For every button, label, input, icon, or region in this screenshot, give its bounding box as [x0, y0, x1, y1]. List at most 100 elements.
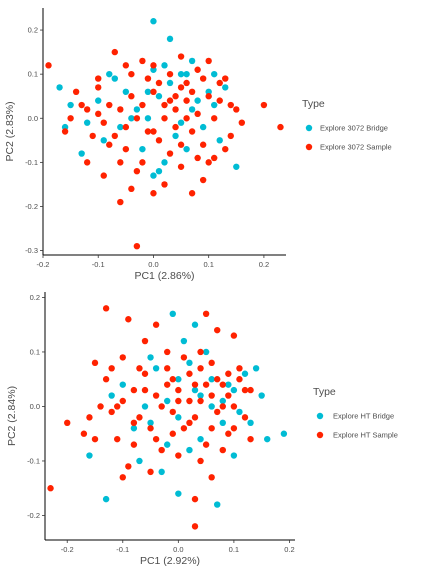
data-point — [199, 176, 207, 184]
data-point — [166, 70, 174, 78]
data-point — [106, 70, 113, 78]
data-point — [100, 172, 107, 179]
data-point — [241, 386, 249, 394]
legend-item[interactable]: Explore 3072 Bridge — [305, 124, 388, 133]
data-point — [139, 145, 146, 153]
data-point — [108, 392, 115, 399]
data-point — [211, 101, 218, 109]
data-point — [188, 57, 196, 65]
data-point — [241, 370, 249, 377]
data-point — [78, 101, 85, 109]
legend-marker — [305, 124, 313, 132]
data-point — [222, 75, 229, 82]
data-point — [111, 132, 118, 140]
data-point — [169, 310, 176, 318]
y-tick-label: 0.1 — [30, 347, 40, 356]
data-point — [233, 163, 240, 170]
data-point — [219, 381, 226, 388]
data-point — [150, 62, 157, 69]
data-point — [211, 70, 218, 78]
data-point — [202, 348, 210, 356]
data-point — [247, 419, 254, 427]
data-point — [95, 84, 102, 91]
data-point — [222, 84, 229, 91]
data-point — [230, 425, 238, 432]
x-axis-title: PC1 (2.92%) — [140, 555, 200, 567]
data-point — [86, 414, 93, 421]
data-point — [169, 376, 176, 383]
data-point — [188, 190, 196, 197]
x-tick-label: 0.0 — [148, 260, 158, 269]
data-point — [95, 110, 102, 118]
data-point — [117, 159, 124, 166]
data-point — [247, 386, 254, 394]
data-point — [227, 101, 234, 109]
data-point — [205, 159, 212, 166]
data-point — [95, 97, 102, 104]
data-point — [172, 123, 179, 131]
data-point — [241, 414, 249, 421]
data-point — [186, 397, 193, 405]
data-point — [128, 115, 135, 122]
data-point — [164, 441, 171, 448]
data-point — [186, 370, 193, 377]
x-axis-title: PC1 (2.86%) — [134, 270, 194, 282]
data-point — [180, 354, 188, 361]
data-point — [186, 419, 193, 427]
data-point — [225, 370, 232, 377]
data-point — [258, 392, 265, 399]
data-point — [144, 88, 152, 96]
data-point — [230, 403, 238, 410]
legend-item[interactable]: Explore 3072 Sample — [305, 143, 392, 152]
data-point — [188, 88, 196, 96]
data-point — [147, 425, 154, 432]
series-sample — [45, 48, 284, 250]
data-point — [230, 386, 238, 394]
data-point — [161, 115, 168, 122]
data-point — [119, 381, 126, 388]
data-point — [150, 172, 157, 179]
legend-marker — [316, 431, 324, 439]
data-point — [205, 88, 212, 96]
data-point — [100, 119, 107, 126]
data-point — [147, 354, 154, 361]
data-point — [152, 321, 160, 328]
y-tick-label: -0.2 — [27, 511, 40, 520]
legend-item[interactable]: Explore HT Bridge — [316, 412, 394, 421]
data-point — [155, 167, 163, 175]
data-point — [216, 137, 223, 144]
data-point — [230, 332, 238, 339]
data-point — [214, 408, 221, 416]
data-point — [214, 501, 221, 508]
data-point — [191, 381, 199, 388]
data-point — [197, 435, 204, 443]
legend-item[interactable]: Explore HT Sample — [316, 431, 398, 440]
data-point — [194, 154, 201, 162]
data-point — [202, 441, 210, 448]
data-point — [141, 370, 149, 377]
data-point — [225, 381, 232, 388]
legend-label: Explore 3072 Bridge — [320, 124, 388, 133]
data-point — [122, 123, 130, 131]
data-point — [122, 145, 130, 153]
y-tick-label: 0.2 — [28, 26, 38, 35]
data-point — [61, 123, 69, 131]
data-point — [264, 435, 271, 443]
data-point — [199, 141, 207, 148]
data-point — [166, 97, 174, 104]
data-point — [144, 115, 152, 122]
data-point — [106, 141, 113, 148]
data-point — [172, 106, 179, 113]
data-point — [247, 435, 254, 443]
data-point — [197, 365, 204, 372]
data-point — [150, 66, 157, 73]
data-point — [202, 381, 210, 388]
data-point — [80, 430, 88, 437]
data-point — [197, 457, 204, 465]
data-point — [158, 468, 165, 476]
data-point — [194, 66, 201, 73]
data-point — [78, 150, 85, 157]
data-point — [166, 35, 174, 43]
data-point — [219, 403, 226, 410]
data-point — [117, 198, 124, 206]
